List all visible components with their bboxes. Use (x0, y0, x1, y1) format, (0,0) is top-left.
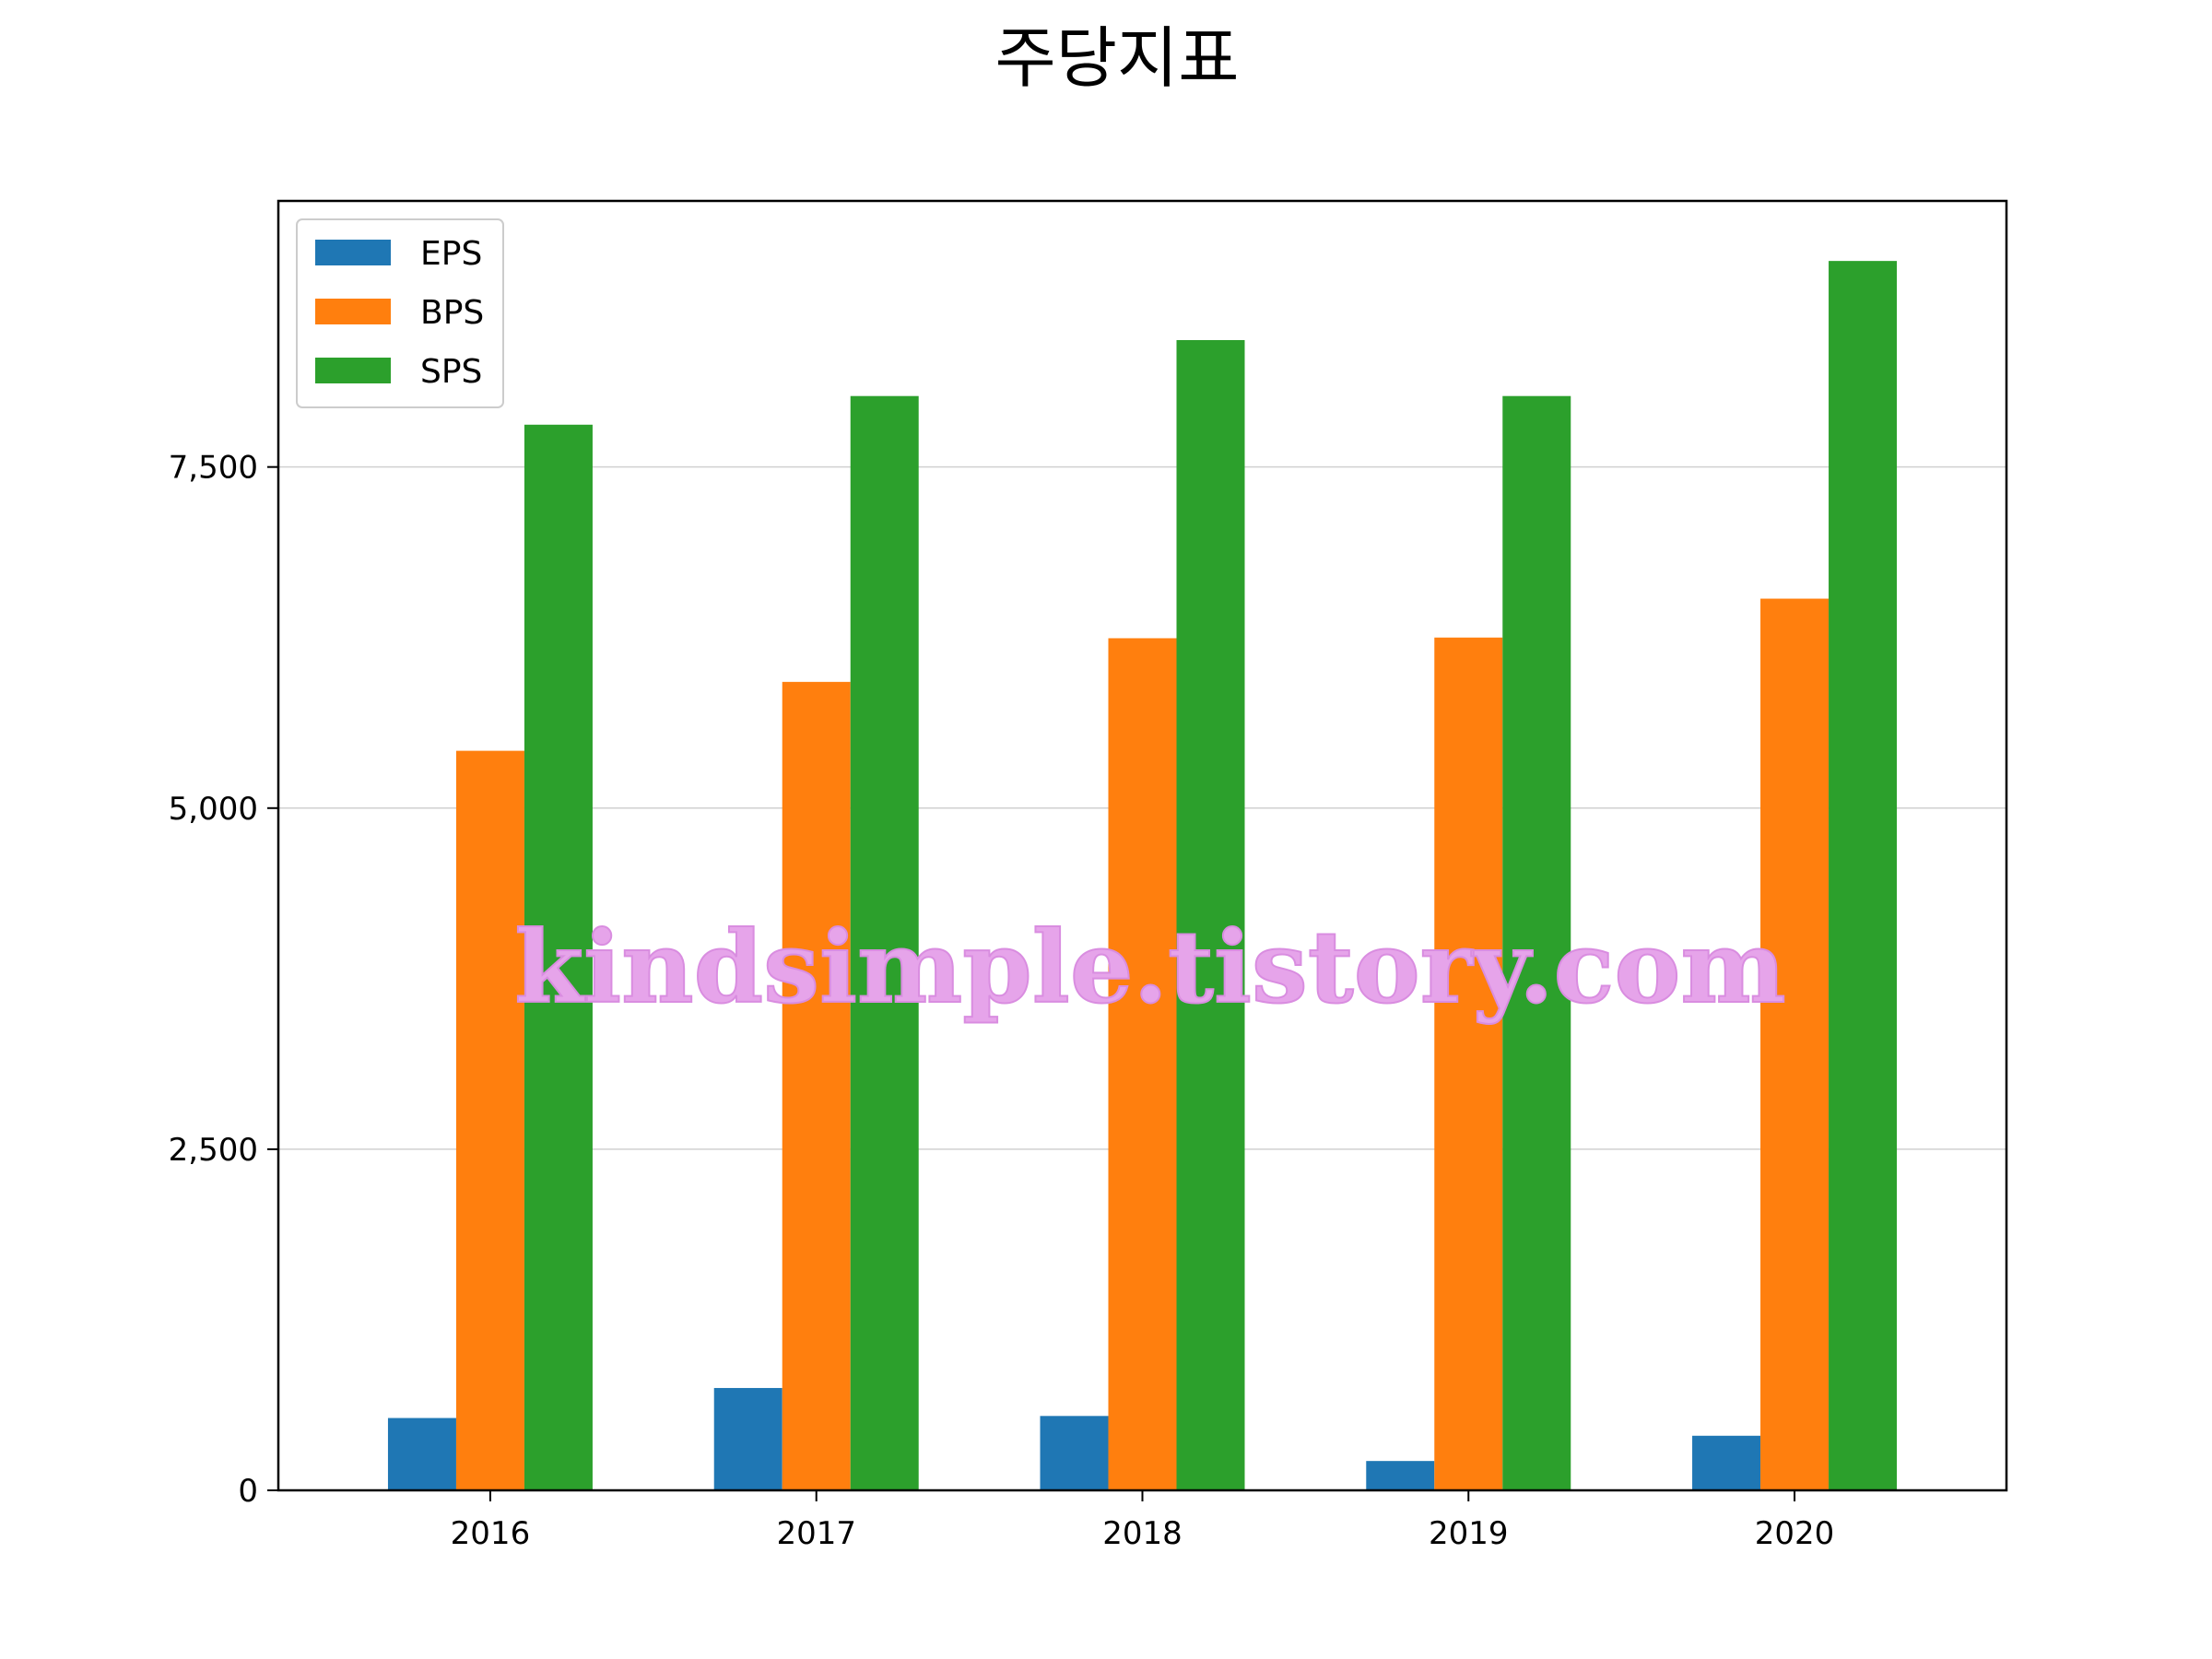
legend-label-bps: BPS (420, 294, 484, 332)
bar-eps-2019 (1366, 1461, 1435, 1490)
x-tick-label: 2016 (451, 1515, 531, 1552)
chart-title: 주당지표 (995, 19, 1240, 97)
legend-swatch-sps (315, 358, 391, 383)
bar-bps-2020 (1760, 598, 1830, 1490)
bar-eps-2017 (713, 1387, 782, 1490)
axes: 0 2,500 5,000 7,500 2016 2017 2018 2019 2020 (169, 450, 1835, 1552)
bar-sps-2016 (524, 424, 593, 1490)
legend-swatch-eps (315, 240, 391, 265)
bar-sps-2018 (1176, 340, 1245, 1490)
x-tick-label: 2018 (1102, 1515, 1182, 1552)
legend: EPS BPS SPS (296, 218, 504, 408)
bar-eps-2016 (387, 1418, 456, 1490)
y-tick-label: 0 (238, 1473, 258, 1510)
x-tick-label: 2017 (776, 1515, 856, 1552)
bar-bps-2018 (1108, 638, 1177, 1490)
bar-eps-2018 (1040, 1416, 1109, 1490)
bar-bps-2016 (455, 750, 524, 1490)
legend-swatch-bps (315, 299, 391, 324)
watermark-text: kindsimple.tistory.com (514, 910, 1785, 1026)
bar-bps-2019 (1434, 637, 1503, 1490)
y-tick-label: 7,500 (169, 450, 258, 487)
legend-label-eps: EPS (420, 235, 482, 273)
bar-eps-2020 (1692, 1435, 1761, 1490)
bar-sps-2020 (1829, 261, 1898, 1490)
y-tick-label: 2,500 (169, 1132, 258, 1169)
bar-bps-2017 (782, 681, 851, 1490)
y-tick-label: 5,000 (169, 791, 258, 828)
x-tick-label: 2019 (1429, 1515, 1509, 1552)
bar-sps-2017 (850, 395, 919, 1490)
bars (387, 261, 1898, 1490)
legend-label-sps: SPS (420, 353, 482, 391)
bar-sps-2019 (1502, 395, 1571, 1490)
x-tick-label: 2020 (1755, 1515, 1835, 1552)
